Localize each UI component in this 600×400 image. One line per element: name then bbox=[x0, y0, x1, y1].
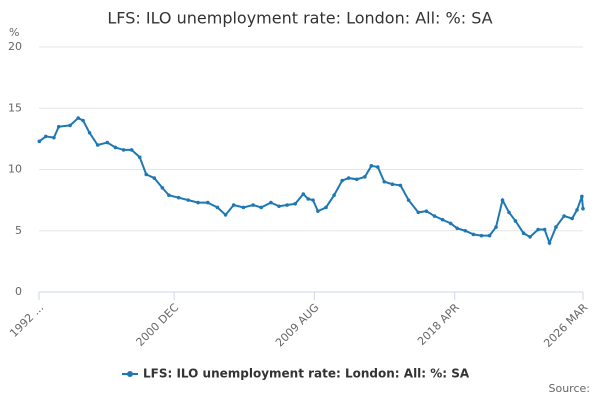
point bbox=[95, 143, 100, 147]
point bbox=[44, 134, 48, 139]
point bbox=[332, 193, 336, 198]
point bbox=[81, 118, 85, 123]
point bbox=[87, 130, 92, 135]
point bbox=[416, 210, 421, 215]
series-line bbox=[38, 116, 584, 246]
point bbox=[463, 228, 468, 233]
point bbox=[528, 235, 532, 239]
x-tick-label: 1992 ... bbox=[7, 301, 46, 340]
point bbox=[432, 214, 437, 218]
point bbox=[363, 175, 367, 179]
y-tick-label: 10 bbox=[8, 163, 22, 176]
point bbox=[542, 227, 547, 232]
point bbox=[507, 210, 511, 215]
point bbox=[316, 209, 320, 213]
point bbox=[113, 145, 118, 150]
point bbox=[152, 176, 157, 180]
legend-label: LFS: ILO unemployment rate: London: All:… bbox=[143, 367, 470, 381]
point bbox=[487, 233, 492, 238]
point bbox=[406, 198, 411, 202]
point bbox=[215, 205, 220, 210]
y-tick-label: 0 bbox=[15, 285, 22, 298]
point bbox=[160, 186, 165, 190]
point bbox=[196, 200, 200, 205]
point bbox=[324, 205, 328, 210]
y-tick-label: 5 bbox=[15, 224, 22, 237]
point bbox=[68, 123, 72, 128]
point bbox=[424, 209, 429, 213]
point bbox=[581, 206, 585, 211]
point bbox=[231, 203, 236, 207]
y-axis-label: % bbox=[9, 26, 19, 39]
legend-marker bbox=[127, 371, 133, 377]
point bbox=[176, 195, 181, 200]
point bbox=[105, 140, 110, 145]
point bbox=[471, 232, 476, 237]
point bbox=[277, 204, 281, 209]
point bbox=[536, 227, 540, 232]
point bbox=[354, 177, 359, 182]
point bbox=[390, 182, 395, 186]
point bbox=[440, 217, 445, 222]
x-tick-label: 2009 AUG bbox=[273, 301, 322, 350]
point bbox=[121, 148, 126, 152]
point bbox=[554, 225, 558, 229]
x-tick-label: 2018 APR bbox=[415, 301, 462, 348]
point bbox=[580, 194, 584, 199]
point bbox=[129, 148, 134, 152]
source: Source: bbox=[549, 382, 591, 395]
point bbox=[259, 205, 263, 210]
point bbox=[562, 214, 566, 218]
point bbox=[311, 198, 315, 202]
point bbox=[340, 178, 344, 183]
y-tick-label: 15 bbox=[8, 101, 22, 114]
point bbox=[137, 155, 142, 160]
point bbox=[547, 241, 552, 245]
point bbox=[167, 193, 171, 198]
point bbox=[223, 213, 228, 217]
point bbox=[269, 200, 273, 205]
point bbox=[369, 164, 374, 168]
point bbox=[56, 124, 61, 129]
x-tick-label: 2026 MAR bbox=[541, 301, 590, 350]
point bbox=[52, 135, 56, 140]
x-tick-label: 2000 DEC bbox=[134, 301, 182, 349]
point bbox=[306, 197, 310, 201]
point bbox=[479, 233, 484, 238]
point bbox=[251, 203, 255, 207]
point bbox=[494, 225, 498, 229]
point bbox=[241, 205, 246, 210]
point bbox=[186, 198, 191, 202]
point bbox=[570, 216, 574, 221]
point bbox=[448, 221, 453, 226]
point bbox=[376, 165, 380, 169]
point bbox=[205, 200, 210, 205]
chart-title: LFS: ILO unemployment rate: London: All:… bbox=[107, 9, 492, 28]
point bbox=[37, 139, 42, 144]
point bbox=[575, 208, 579, 212]
point bbox=[76, 116, 80, 120]
point bbox=[285, 203, 289, 207]
point bbox=[500, 198, 505, 202]
point bbox=[455, 226, 459, 231]
point bbox=[513, 219, 518, 223]
point bbox=[521, 231, 526, 235]
y-tick-label: 20 bbox=[8, 40, 22, 53]
point bbox=[398, 183, 403, 188]
point bbox=[382, 179, 387, 184]
point bbox=[301, 192, 306, 196]
point bbox=[346, 176, 351, 180]
point bbox=[293, 202, 298, 206]
point bbox=[144, 172, 149, 177]
